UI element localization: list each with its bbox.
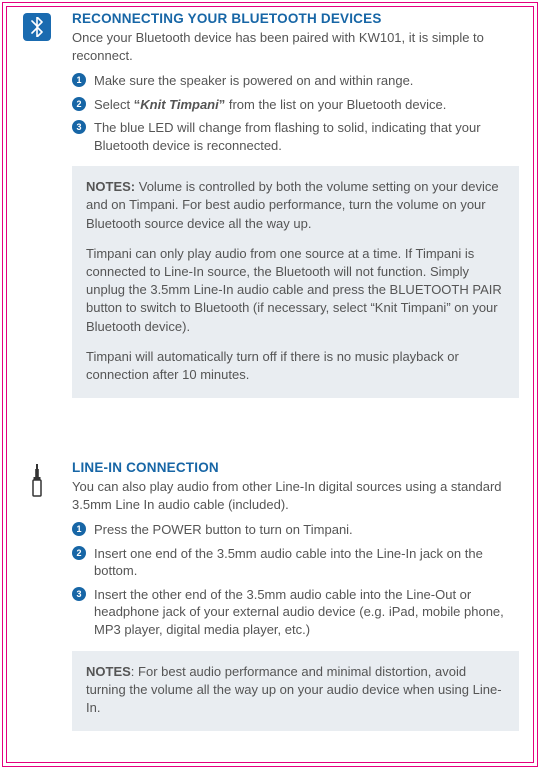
step-text: Insert one end of the 3.5mm audio cable … <box>94 546 483 579</box>
linein-intro: You can also play audio from other Line-… <box>72 478 519 513</box>
step-text: The blue LED will change from flashing t… <box>94 120 481 153</box>
linein-steps: 1 Press the POWER button to turn on Timp… <box>72 521 519 638</box>
step-badge: 1 <box>72 522 86 536</box>
bluetooth-steps: 1 Make sure the speaker is powered on an… <box>72 72 519 154</box>
notes-text: Volume is controlled by both the volume … <box>86 179 499 230</box>
linein-section: LINE-IN CONNECTION You can also play aud… <box>17 460 519 731</box>
step-text: Make sure the speaker is powered on and … <box>94 73 413 88</box>
audio-jack-glyph <box>30 464 44 498</box>
step-text: Press the POWER button to turn on Timpan… <box>94 522 353 537</box>
device-name-emph: Knit Timpani <box>140 97 218 112</box>
notes-text: For best audio performance and minimal d… <box>86 664 502 715</box>
notes-paragraph: Timpani can only play audio from one sou… <box>86 245 505 336</box>
bluetooth-step: 1 Make sure the speaker is powered on an… <box>94 72 519 90</box>
linein-step: 3 Insert the other end of the 3.5mm audi… <box>94 586 519 639</box>
linein-step: 2 Insert one end of the 3.5mm audio cabl… <box>94 545 519 580</box>
notes-paragraph: Timpani will automatically turn off if t… <box>86 348 505 384</box>
bluetooth-intro: Once your Bluetooth device has been pair… <box>72 29 519 64</box>
linein-icon <box>28 464 46 498</box>
step-badge: 1 <box>72 73 86 87</box>
step-prefix: Select <box>94 97 134 112</box>
step-badge: 2 <box>72 97 86 111</box>
step-badge: 2 <box>72 546 86 560</box>
step-text: Select “Knit Timpani” from the list on y… <box>94 97 446 112</box>
bluetooth-section: RECONNECTING YOUR BLUETOOTH DEVICES Once… <box>17 11 519 398</box>
step-suffix: from the list on your Bluetooth device. <box>225 97 446 112</box>
notes-label: NOTES <box>86 664 131 679</box>
linein-title: LINE-IN CONNECTION <box>72 460 519 475</box>
bluetooth-glyph <box>30 17 44 37</box>
linein-icon-col <box>17 460 57 498</box>
step-badge: 3 <box>72 587 86 601</box>
bluetooth-step: 2 Select “Knit Timpani” from the list on… <box>94 96 519 114</box>
page-content: RECONNECTING YOUR BLUETOOTH DEVICES Once… <box>7 7 533 762</box>
notes-paragraph: NOTES: For best audio performance and mi… <box>86 663 505 718</box>
bluetooth-title: RECONNECTING YOUR BLUETOOTH DEVICES <box>72 11 519 26</box>
bluetooth-icon-col <box>17 11 57 41</box>
notes-paragraph: NOTES: Volume is controlled by both the … <box>86 178 505 233</box>
notes-sep: : <box>131 664 138 679</box>
bluetooth-step: 3 The blue LED will change from flashing… <box>94 119 519 154</box>
step-badge: 3 <box>72 120 86 134</box>
bluetooth-icon <box>23 13 51 41</box>
bluetooth-notes-box: NOTES: Volume is controlled by both the … <box>72 166 519 398</box>
linein-notes-box: NOTES: For best audio performance and mi… <box>72 651 519 732</box>
linein-step: 1 Press the POWER button to turn on Timp… <box>94 521 519 539</box>
step-text: Insert the other end of the 3.5mm audio … <box>94 587 504 637</box>
notes-label: NOTES: <box>86 179 139 194</box>
